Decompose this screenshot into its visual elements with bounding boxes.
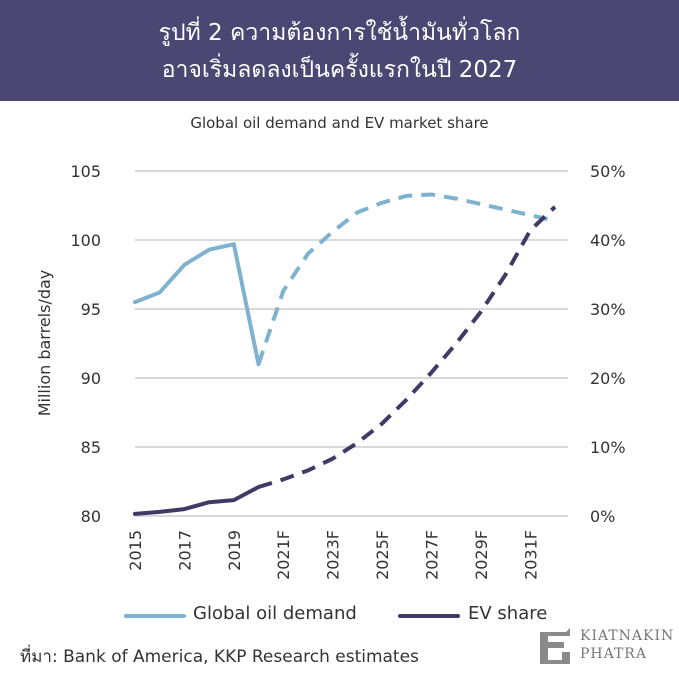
x-tick-label: 2029F xyxy=(472,530,491,580)
y2-tick-label: 20% xyxy=(590,369,626,388)
x-tick-label: 2021F xyxy=(274,530,293,580)
source-note: ที่มา: Bank of America, KKP Research est… xyxy=(20,647,419,667)
company-logo: KIATNAKIN PHATRA xyxy=(536,626,673,666)
y-axis-title: Million barrels/day xyxy=(35,270,54,417)
x-tick-label: 2017 xyxy=(175,530,194,571)
x-tick-label: 2027F xyxy=(422,530,441,580)
series-line-oil-actual xyxy=(133,242,261,367)
y-tick-label: 90 xyxy=(81,369,101,388)
header-title-line2: อาจเริ่มลดลงเป็นครั้งแรกในปี 2027 xyxy=(161,57,518,83)
y2-tick-label: 0% xyxy=(590,507,615,526)
series-line-ev-forecast xyxy=(257,205,557,489)
header-banner: รูปที่ 2 ความต้องการใช้น้ำมันทั่วโลก อาจ… xyxy=(0,0,679,101)
legend-swatch-ev xyxy=(398,614,460,618)
legend-swatch-oil xyxy=(124,614,186,618)
y-tick-label: 95 xyxy=(81,300,101,319)
x-tick-label: 2025F xyxy=(373,530,392,580)
y-tick-label: 100 xyxy=(70,231,101,250)
y2-tick-label: 10% xyxy=(590,438,626,457)
x-tick-label: 2023F xyxy=(324,530,343,580)
series-line-oil-forecast xyxy=(256,192,556,365)
chart-canvas: 80 0% 85 10% 90 20% 95 30% 100 40% 105 50% 2015 2017 2… xyxy=(35,162,626,580)
y2-tick-label: 30% xyxy=(590,300,626,319)
logo-icon xyxy=(540,628,570,664)
logo-text-line1: KIATNAKIN xyxy=(580,628,675,644)
y-tick-label: 80 xyxy=(81,507,101,526)
logo-text-line2: PHATRA xyxy=(580,646,647,662)
y-tick-label: 105 xyxy=(70,162,101,181)
series-line-ev-actual xyxy=(133,485,261,516)
x-tick-label: 2019 xyxy=(225,530,244,571)
legend-label-oil: Global oil demand xyxy=(193,603,357,624)
legend-label-ev: EV share xyxy=(468,603,548,624)
chart-title: Global oil demand and EV market share xyxy=(190,114,489,132)
y2-tick-label: 50% xyxy=(590,162,626,181)
y-tick-label: 85 xyxy=(81,438,101,457)
x-tick-label: 2015 xyxy=(126,530,145,571)
x-tick-label: 2031F xyxy=(521,530,540,580)
y2-tick-label: 40% xyxy=(590,231,626,250)
header-title-line1: รูปที่ 2 ความต้องการใช้น้ำมันทั่วโลก xyxy=(158,20,521,46)
